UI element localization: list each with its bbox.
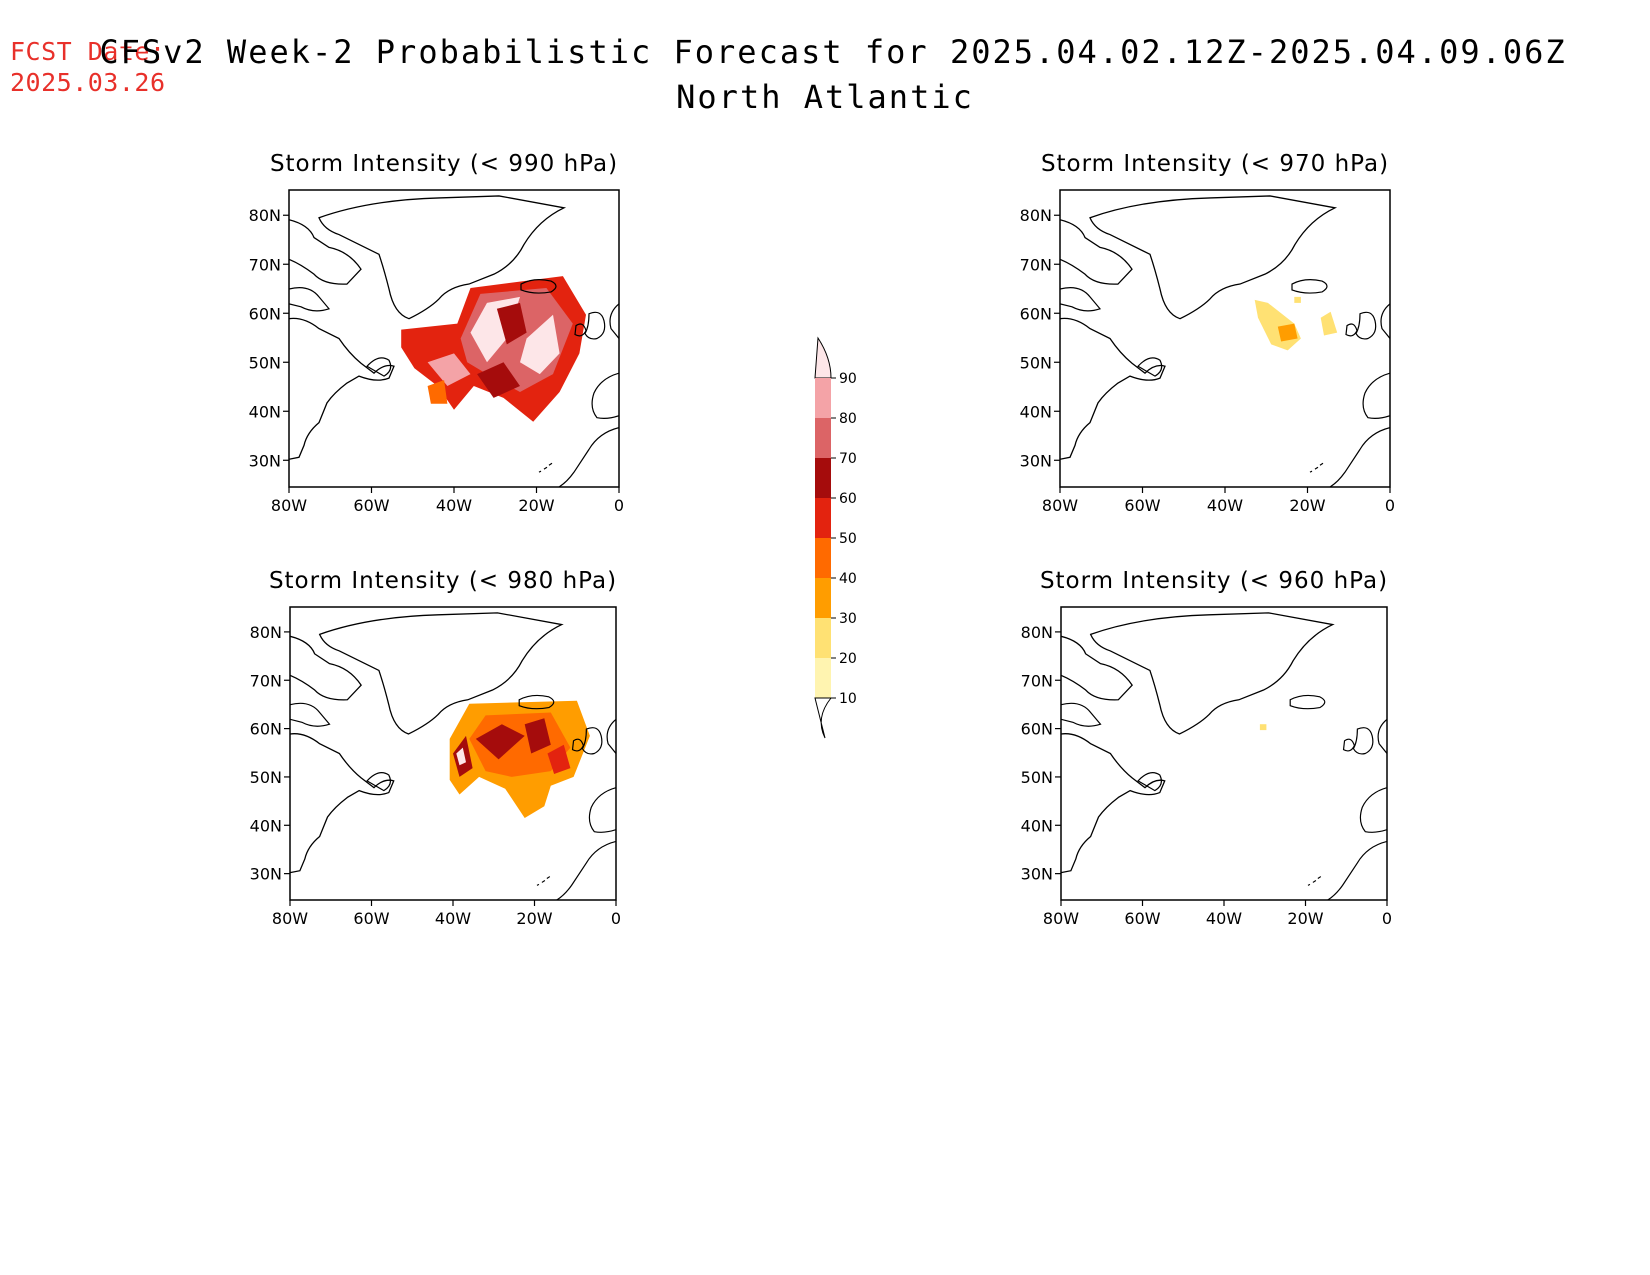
lat-tick-label: 80N bbox=[249, 206, 281, 225]
lon-tick-label: 0 bbox=[1385, 496, 1395, 515]
lon-tick-label: 60W bbox=[1124, 496, 1160, 515]
lat-tick-label: 30N bbox=[1021, 865, 1053, 884]
lon-tick-label: 20W bbox=[1289, 496, 1325, 515]
colorbar-swatch bbox=[815, 658, 831, 698]
lon-tick-label: 80W bbox=[1043, 909, 1079, 928]
colorbar-label: 50 bbox=[839, 531, 857, 547]
lon-tick-label: 60W bbox=[353, 909, 389, 928]
lat-tick-label: 40N bbox=[249, 402, 281, 421]
probability-shading bbox=[1259, 724, 1267, 731]
colorbar-bottom-arrow bbox=[814, 697, 833, 739]
probability-shading bbox=[427, 380, 448, 404]
coastline bbox=[1061, 612, 1387, 900]
region-subtitle: North Atlantic bbox=[676, 78, 974, 116]
lat-tick-label: 80N bbox=[1020, 206, 1052, 225]
colorbar-label: 70 bbox=[839, 451, 857, 467]
colorbar-label: 40 bbox=[839, 571, 857, 587]
lat-tick-label: 70N bbox=[250, 671, 282, 690]
colorbar-label: 30 bbox=[839, 611, 857, 627]
lon-tick-label: 40W bbox=[435, 909, 471, 928]
lat-tick-label: 60N bbox=[249, 304, 281, 323]
probability-shading bbox=[477, 362, 520, 398]
lat-tick-label: 80N bbox=[250, 623, 282, 642]
lat-tick-label: 40N bbox=[1021, 816, 1053, 835]
probability-shading bbox=[427, 353, 471, 386]
lat-tick-label: 50N bbox=[249, 353, 281, 372]
colorbar-swatch bbox=[815, 618, 831, 658]
lon-tick-label: 40W bbox=[1206, 909, 1242, 928]
lat-tick-label: 80N bbox=[1021, 623, 1053, 642]
map-panel: Storm Intensity (< 980 hPa) 80W 60W 40W 20W 0… bbox=[250, 568, 621, 928]
fcst-date: 2025.03.26 bbox=[10, 68, 166, 97]
map-panel: Storm Intensity (< 960 hPa) 80W 60W 40W 20W 0… bbox=[1021, 568, 1392, 928]
probability-shading bbox=[496, 302, 527, 345]
probability-shading bbox=[520, 314, 560, 375]
fcst-label: FCST Date: bbox=[10, 37, 166, 66]
colorbar-swatch bbox=[815, 498, 831, 538]
probability-shading bbox=[524, 718, 551, 754]
colorbar-label: 90 bbox=[839, 371, 857, 387]
colorbar-label: 60 bbox=[839, 491, 857, 507]
panel-title: Storm Intensity (< 990 hPa) bbox=[270, 151, 618, 177]
lat-tick-label: 50N bbox=[1020, 353, 1052, 372]
colorbar-swatch bbox=[815, 418, 831, 458]
probability-shading bbox=[475, 724, 525, 760]
lon-tick-label: 60W bbox=[353, 496, 389, 515]
lat-tick-label: 50N bbox=[250, 768, 282, 787]
panel-title: Storm Intensity (< 970 hPa) bbox=[1041, 151, 1389, 177]
panel-title: Storm Intensity (< 980 hPa) bbox=[269, 568, 617, 594]
probability-shading bbox=[1294, 296, 1301, 303]
colorbar-top-arrow bbox=[814, 336, 832, 379]
lon-tick-label: 0 bbox=[614, 496, 624, 515]
forecast-date-label: FCST Date: 2025.03.26 bbox=[10, 36, 166, 98]
lon-tick-label: 80W bbox=[272, 909, 308, 928]
lat-tick-label: 60N bbox=[1021, 720, 1053, 739]
colorbar-swatch bbox=[815, 578, 831, 618]
lon-tick-label: 20W bbox=[1287, 909, 1323, 928]
colorbar-label: 10 bbox=[839, 691, 857, 707]
lon-tick-label: 40W bbox=[1207, 496, 1243, 515]
lon-tick-label: 80W bbox=[271, 496, 307, 515]
lon-tick-label: 0 bbox=[1382, 909, 1392, 928]
lat-tick-label: 30N bbox=[250, 865, 282, 884]
lat-tick-label: 70N bbox=[249, 255, 281, 274]
lat-tick-label: 70N bbox=[1020, 255, 1052, 274]
lat-tick-label: 60N bbox=[250, 720, 282, 739]
colorbar-swatch bbox=[815, 538, 831, 578]
lon-tick-label: 80W bbox=[1042, 496, 1078, 515]
lat-tick-label: 40N bbox=[1020, 402, 1052, 421]
colorbar: 90 80 70 60 50 40 30 20 10 bbox=[814, 336, 857, 739]
lat-tick-label: 60N bbox=[1020, 304, 1052, 323]
probability-shading bbox=[456, 747, 466, 766]
lat-tick-label: 40N bbox=[250, 816, 282, 835]
coastline bbox=[1060, 195, 1390, 487]
panel-title: Storm Intensity (< 960 hPa) bbox=[1040, 568, 1388, 594]
probability-shading bbox=[1320, 311, 1338, 336]
lon-tick-label: 20W bbox=[516, 909, 552, 928]
colorbar-swatch bbox=[815, 378, 831, 418]
probability-shading bbox=[1277, 323, 1298, 342]
lon-tick-label: 20W bbox=[518, 496, 554, 515]
probability-shading bbox=[547, 744, 571, 774]
page-title: CFSv2 Week-2 Probabilistic Forecast for … bbox=[99, 33, 1567, 71]
lat-tick-label: 70N bbox=[1021, 671, 1053, 690]
lon-tick-label: 40W bbox=[436, 496, 472, 515]
lon-tick-label: 60W bbox=[1124, 909, 1160, 928]
colorbar-label: 80 bbox=[839, 411, 857, 427]
colorbar-swatch bbox=[815, 458, 831, 498]
lat-tick-label: 30N bbox=[1020, 451, 1052, 470]
lon-tick-label: 0 bbox=[611, 909, 621, 928]
map-panel: Storm Intensity (< 990 hPa) 80W 60W 40W 20W 0… bbox=[249, 151, 624, 515]
lat-tick-label: 50N bbox=[1021, 768, 1053, 787]
map-panel: Storm Intensity (< 970 hPa) 80W 60W 40W 20W 0… bbox=[1020, 151, 1395, 515]
lat-tick-label: 30N bbox=[249, 451, 281, 470]
colorbar-label: 20 bbox=[839, 651, 857, 667]
